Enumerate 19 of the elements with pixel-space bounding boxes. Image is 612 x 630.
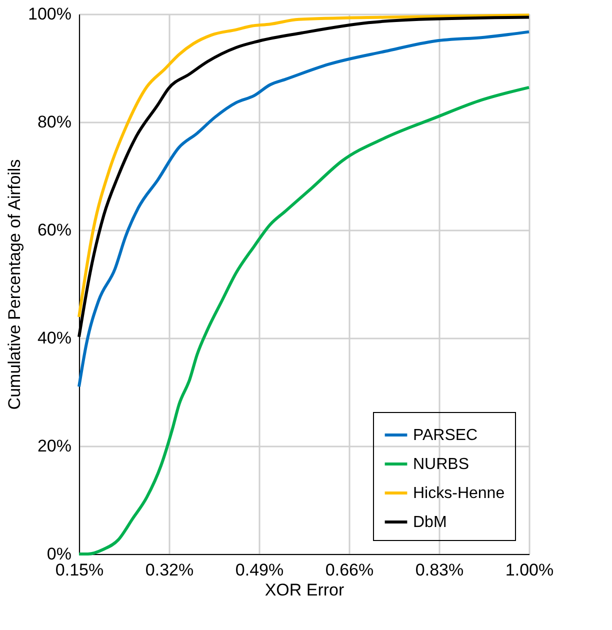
x-tick-label: 0.66% bbox=[325, 560, 374, 580]
y-tick-label: 20% bbox=[37, 436, 72, 456]
x-tick-label: 0.83% bbox=[415, 560, 464, 580]
legend-label: NURBS bbox=[413, 456, 470, 473]
x-axis-title: XOR Error bbox=[264, 580, 345, 600]
y-tick-label: 40% bbox=[37, 328, 72, 348]
legend-label: PARSEC bbox=[413, 427, 478, 444]
x-tick-label: 1.00% bbox=[505, 560, 554, 580]
x-tick-label: 0.49% bbox=[235, 560, 284, 580]
x-tick-label: 0.15% bbox=[55, 560, 104, 580]
y-tick-label: 100% bbox=[28, 4, 72, 24]
y-tick-label: 0% bbox=[46, 544, 72, 564]
y-tick-label: 60% bbox=[37, 220, 72, 240]
legend-label: Hicks-Henne bbox=[413, 485, 505, 502]
y-tick-label: 80% bbox=[37, 112, 72, 132]
line-series bbox=[78, 30, 530, 388]
legend-label: DbM bbox=[413, 514, 447, 531]
y-axis-title: Cumulative Percentage of Airfoils bbox=[5, 159, 24, 410]
x-tick-label: 0.32% bbox=[145, 560, 194, 580]
